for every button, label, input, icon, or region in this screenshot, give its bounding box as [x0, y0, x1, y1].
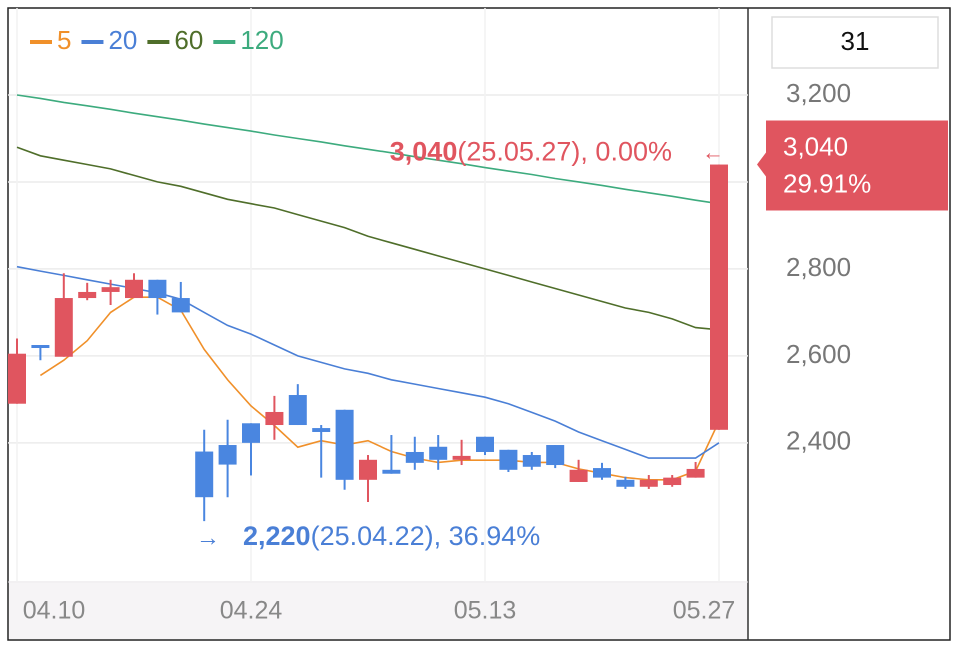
x-tick-label: 04.24	[220, 597, 283, 625]
candle-body	[78, 291, 97, 299]
grid-layer	[8, 8, 748, 582]
legend-label: 120	[240, 25, 283, 55]
candle-body	[499, 449, 518, 470]
candle-body	[593, 468, 611, 478]
candle-body	[569, 469, 588, 482]
ma-line	[16, 146, 720, 331]
y-tick-label: 2,600	[786, 339, 851, 369]
max-detail: (25.05.27), 0.00%	[457, 137, 672, 167]
candle-body	[522, 455, 541, 467]
ma-line	[16, 94, 720, 205]
legend-label: 60	[174, 25, 203, 55]
candle-body	[639, 479, 658, 487]
candle-layer	[8, 164, 728, 522]
candle-body	[616, 479, 635, 487]
candle-body	[335, 409, 354, 480]
price-tag-box	[757, 120, 948, 211]
x-tick-label: 04.10	[23, 597, 86, 625]
candle-body	[31, 345, 50, 349]
candle-body	[663, 477, 682, 486]
candle-body	[101, 287, 120, 292]
candle-body	[195, 451, 214, 498]
candle-body	[359, 459, 377, 480]
price-tag-value: 3,040	[783, 131, 848, 161]
candle-body	[218, 445, 237, 465]
x-tick-label: 05.13	[454, 597, 517, 625]
period-text: 31	[841, 26, 870, 56]
min-price: 2,220	[243, 521, 311, 551]
candle-body	[686, 468, 705, 478]
candle-body	[288, 395, 307, 426]
y-tick-label: 3,200	[786, 78, 851, 108]
x-tick-label: 05.27	[673, 597, 736, 625]
candle-body	[710, 164, 728, 430]
candle-body	[382, 469, 401, 474]
max-arrow: ←	[702, 139, 724, 164]
max-annotation: 3,040(25.05.27), 0.00%	[390, 137, 672, 167]
legend-label: 5	[57, 25, 71, 55]
candle-body	[148, 279, 167, 299]
min-detail: (25.04.22), 36.94%	[311, 521, 541, 551]
candle-body	[171, 298, 190, 313]
frame	[7, 7, 951, 641]
period-box[interactable]	[771, 16, 939, 69]
y-tick-label: 2,400	[786, 426, 851, 456]
candle-body	[312, 428, 331, 432]
candle-body	[265, 411, 284, 426]
price-tag-change: 29.91%	[783, 168, 871, 198]
candle-body	[546, 445, 565, 466]
min-arrow: →	[196, 524, 220, 551]
candle-body	[54, 298, 73, 357]
candle-body	[125, 279, 143, 299]
candle-body	[405, 451, 424, 463]
candle-body	[8, 353, 26, 404]
max-price: 3,040	[390, 137, 458, 167]
date-strip	[9, 583, 748, 639]
y-tick-label: 2,800	[786, 252, 851, 282]
candle-body	[476, 436, 494, 452]
legend-label: 20	[108, 25, 137, 55]
candle-body	[429, 446, 448, 460]
price-tag: 3,040 29.91%	[757, 120, 948, 211]
legend: 5 20 60 120	[30, 25, 284, 55]
candle-body	[452, 455, 471, 460]
candle-body	[242, 423, 260, 443]
min-annotation: 2,220(25.04.22), 36.94%	[243, 521, 540, 551]
